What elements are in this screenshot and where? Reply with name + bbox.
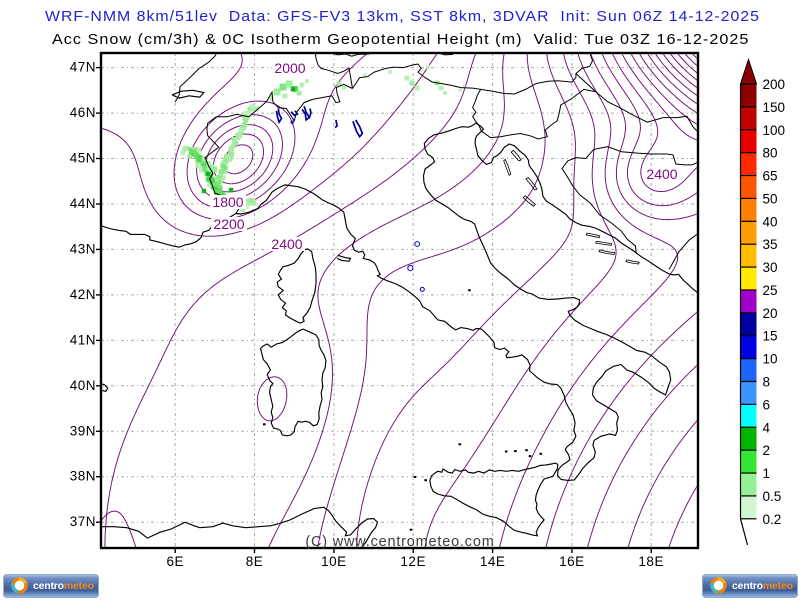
svg-text:12E: 12E <box>400 554 426 569</box>
svg-text:14E: 14E <box>480 554 506 569</box>
svg-text:(C) www.centrometeo.com: (C) www.centrometeo.com <box>305 534 494 550</box>
svg-text:2200: 2200 <box>213 216 244 232</box>
svg-text:6E: 6E <box>166 554 184 569</box>
svg-text:25: 25 <box>763 283 778 298</box>
svg-text:100: 100 <box>763 123 786 138</box>
svg-text:0.2: 0.2 <box>763 512 782 527</box>
svg-text:37N: 37N <box>70 514 96 529</box>
svg-text:8: 8 <box>763 375 771 390</box>
svg-text:10E: 10E <box>321 554 347 569</box>
svg-text:150: 150 <box>763 100 786 115</box>
svg-text:1: 1 <box>763 466 771 481</box>
svg-text:200: 200 <box>763 77 786 92</box>
svg-text:6: 6 <box>763 397 771 412</box>
svg-text:38N: 38N <box>70 469 96 484</box>
svg-text:46N: 46N <box>70 105 96 120</box>
svg-text:39N: 39N <box>70 423 96 438</box>
svg-text:2400: 2400 <box>646 166 677 182</box>
svg-text:41N: 41N <box>70 332 96 347</box>
svg-text:20: 20 <box>763 306 778 321</box>
svg-text:8E: 8E <box>246 554 264 569</box>
svg-text:40N: 40N <box>70 378 96 393</box>
svg-text:2: 2 <box>763 443 771 458</box>
svg-text:50: 50 <box>763 191 778 206</box>
svg-text:44N: 44N <box>70 196 96 211</box>
svg-text:35: 35 <box>763 237 778 252</box>
svg-text:4: 4 <box>763 420 771 435</box>
svg-text:16E: 16E <box>559 554 585 569</box>
svg-text:2000: 2000 <box>274 60 305 76</box>
svg-text:80: 80 <box>763 146 778 161</box>
svg-text:42N: 42N <box>70 287 96 302</box>
svg-text:45N: 45N <box>70 151 96 166</box>
svg-text:15: 15 <box>763 329 778 344</box>
svg-text:0.5: 0.5 <box>763 489 782 504</box>
svg-text:10: 10 <box>763 352 778 367</box>
svg-text:40: 40 <box>763 214 778 229</box>
svg-text:2400: 2400 <box>271 236 302 252</box>
svg-text:47N: 47N <box>70 60 96 75</box>
svg-text:18E: 18E <box>638 554 664 569</box>
svg-text:65: 65 <box>763 169 778 184</box>
svg-text:30: 30 <box>763 260 778 275</box>
svg-text:43N: 43N <box>70 241 96 256</box>
svg-text:1800: 1800 <box>212 194 243 210</box>
